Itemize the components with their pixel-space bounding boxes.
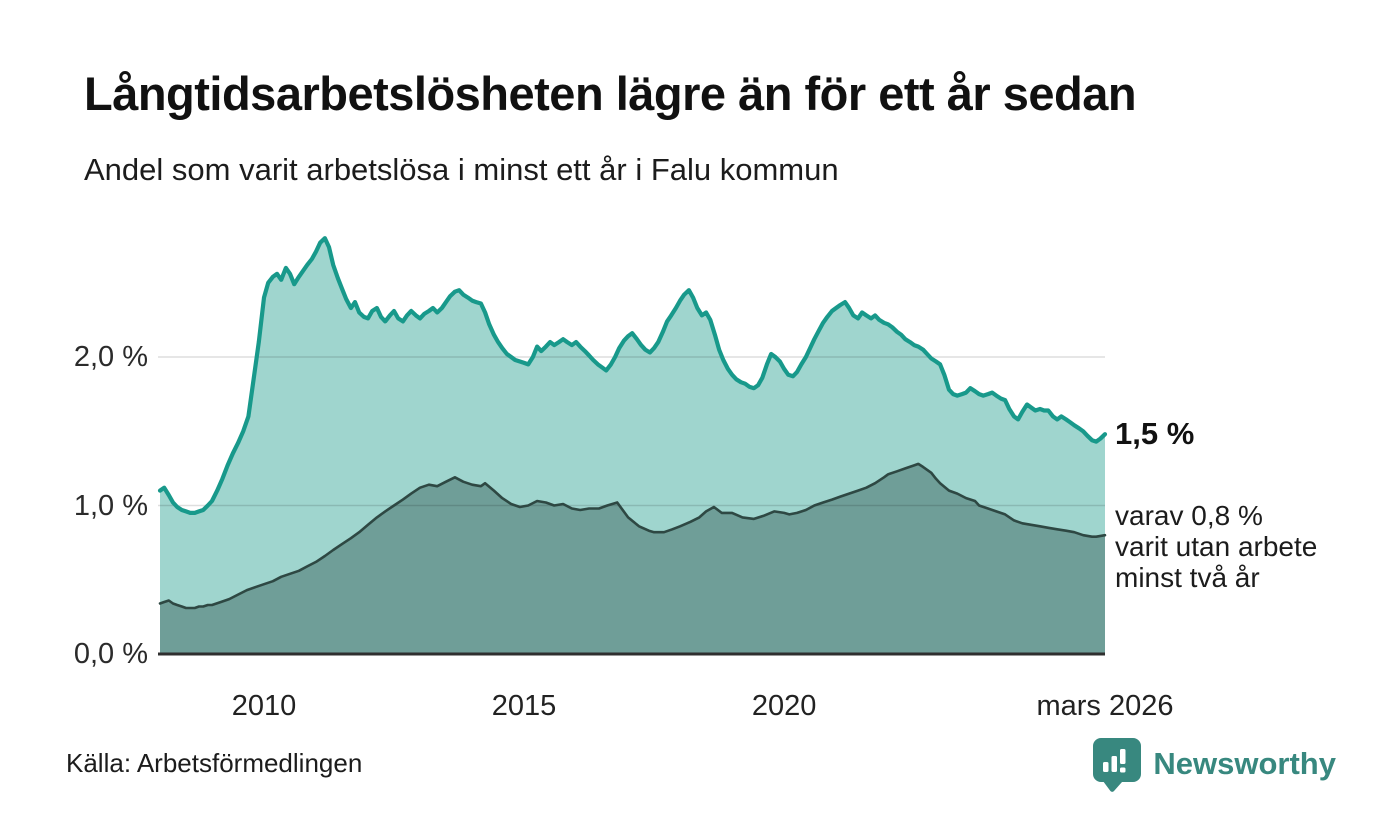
horizontal-gridlines <box>158 356 1105 507</box>
y-tick-label: 2,0 % <box>73 341 148 373</box>
secondary-annotation-line2: varit utan arbete <box>1115 531 1318 562</box>
y-tick-label: 1,0 % <box>73 489 148 522</box>
secondary-annotation-line3: minst två år <box>1115 562 1260 593</box>
source-caption: Källa: Arbetsförmedlingen <box>66 748 363 778</box>
chart-subtitle: Andel som varit arbetslösa i minst ett å… <box>84 152 839 187</box>
x-tick-label: 2010 <box>231 690 297 722</box>
secondary-annotation: varav 0,8 % varit utan arbete minst två … <box>1115 500 1317 593</box>
newsworthy-wordmark: Newsworthy <box>1153 746 1336 781</box>
page-title: Långtidsarbetslösheten lägre än för ett … <box>84 67 1137 120</box>
line-unemployed-two-years <box>158 462 1107 610</box>
newsworthy-pin-barchart-icon <box>1093 738 1142 792</box>
x-tick-label: 2015 <box>491 690 557 722</box>
x-tick-label: mars 2026 <box>1036 690 1174 722</box>
line-total-unemployed-one-year <box>157 236 1108 515</box>
area-unemployed-two-years <box>160 463 1105 654</box>
newsworthy-logo: Newsworthy <box>1091 736 1336 792</box>
y-tick-label: 0,0 % <box>73 638 148 670</box>
x-tick-label: 2020 <box>751 690 817 722</box>
secondary-annotation-line1: varav 0,8 % <box>1115 500 1263 531</box>
end-value-annotation: 1,5 % <box>1115 416 1195 451</box>
